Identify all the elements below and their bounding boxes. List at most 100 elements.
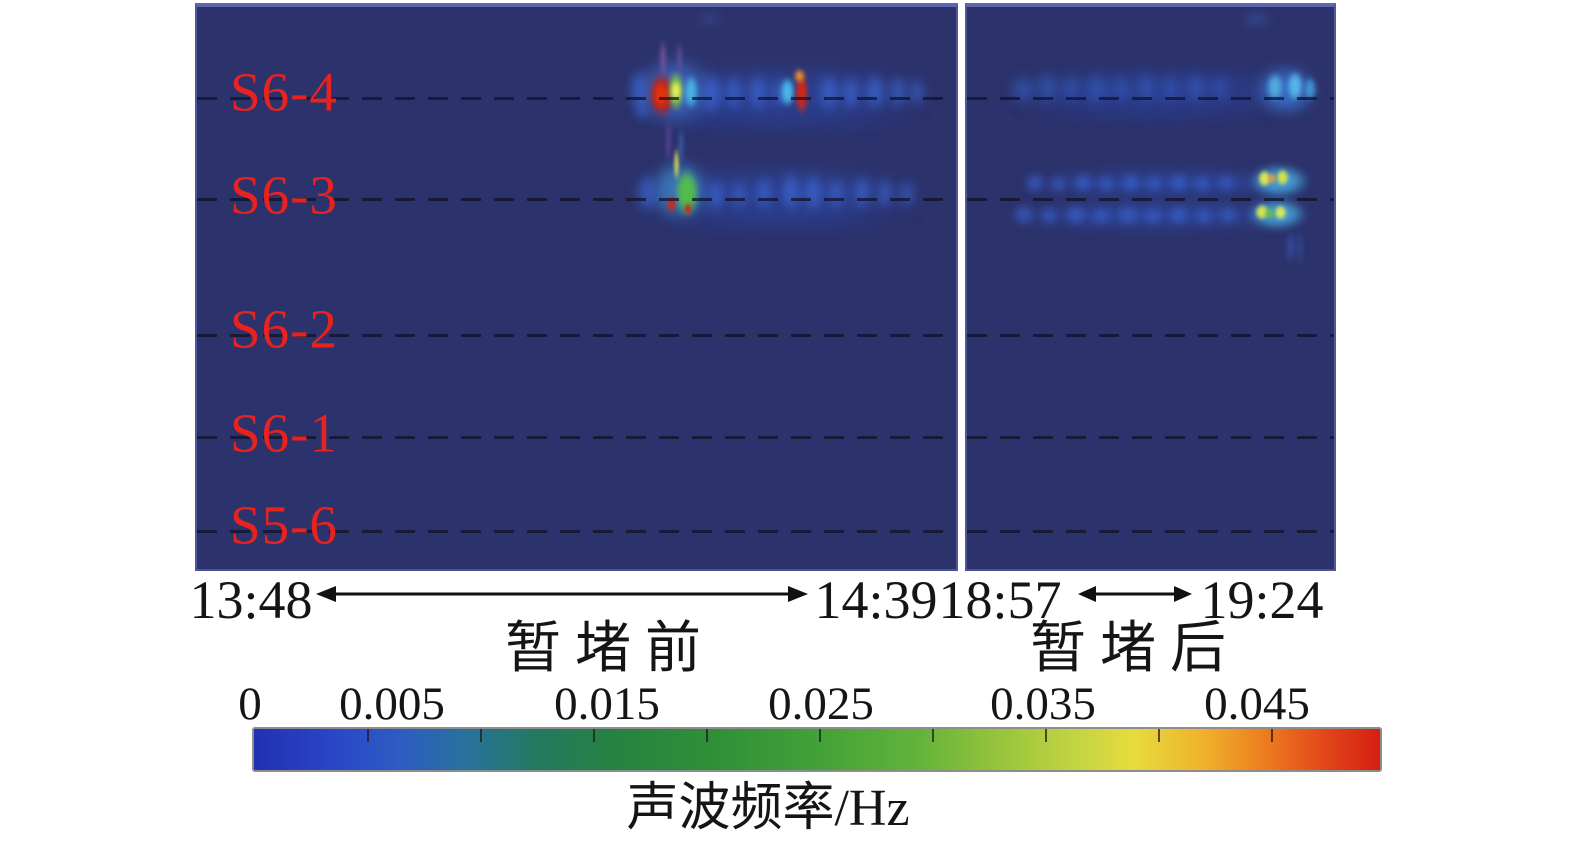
signal-blob [842,75,860,111]
signal-blob [707,177,725,213]
colorbar-minor-tick [593,729,595,742]
colorbar [252,727,1382,772]
signal-blob [1013,205,1035,225]
signal-blob [1117,205,1139,225]
signal-blob [1087,73,1107,105]
signal-blob [755,175,773,211]
signal-blob [668,71,684,111]
colorbar-minor-tick [1158,729,1160,742]
signal-blob [1049,175,1067,193]
signal-blob [1121,173,1141,193]
signal-blob [642,213,917,229]
signal-blob [1012,75,1034,105]
station-depth-dashed-line [197,334,956,337]
signal-blob [1169,205,1189,225]
signal-blob [634,97,650,121]
signal-blob [853,175,871,211]
signal-blob [627,67,927,122]
signal-blob [1276,169,1289,186]
signal-blob [677,41,682,75]
spectrogram-panel-after [965,3,1336,571]
time-span-arrow-after [1078,586,1192,602]
time-label-after-start: 18:57 [938,570,1062,630]
station-label-s6-2: S6-2 [230,298,338,360]
colorbar-minor-tick [706,729,708,742]
colorbar-minor-tick [932,729,934,742]
signal-blob [781,171,801,213]
time-label-before-start: 13:48 [189,570,313,630]
signal-blob [653,81,669,109]
signal-blob [630,69,648,109]
signal-blob [780,77,795,107]
signal-blob [1274,205,1287,220]
signal-blob [666,119,671,163]
signal-blob [684,75,698,109]
signal-blob [637,173,657,213]
station-depth-dashed-line [197,198,956,201]
signal-blob [1242,12,1272,26]
signal-blob [1065,205,1087,225]
signal-blob [1219,206,1237,224]
signal-blob [1255,204,1269,220]
station-depth-dashed-line [197,436,956,439]
signal-blob [731,179,747,211]
colorbar-minor-tick [1045,729,1047,742]
signal-blob [1193,175,1211,193]
signal-blob [1039,207,1059,225]
signal-blob [1169,173,1189,193]
signal-blob [749,73,767,113]
signal-blob [827,177,845,211]
time-label-before-end: 14:39 [814,570,938,630]
signal-blob [637,57,712,125]
signal-blob [1022,171,1312,195]
signal-blob [794,69,805,83]
signal-blob [1017,105,1277,119]
signal-blob [1007,69,1312,114]
signal-blob [1258,170,1271,187]
colorbar-minor-tick [367,729,369,742]
signal-blob [702,73,722,115]
station-depth-dashed-line [967,530,1334,533]
signal-blob [649,73,675,117]
station-depth-dashed-line [967,97,1334,100]
colorbar-minor-tick [480,729,482,742]
signal-blob [1248,199,1306,229]
station-label-s6-1: S6-1 [230,402,338,464]
signal-blob [1009,202,1309,228]
signal-blob [1255,65,1317,115]
signal-blob [637,113,927,129]
signal-blob [795,73,808,115]
signal-blob [1091,207,1111,225]
station-depth-dashed-line [197,530,956,533]
signal-blob [725,75,743,111]
colorbar-tick-label: 0.035 [990,678,1096,730]
colorbar-axis-label: 声波频率/Hz [626,780,910,837]
station-depth-dashed-line [967,436,1334,439]
time-label-after-end: 19:24 [1200,570,1324,630]
spectrogram-panel-before: S6-4 S6-3 S6-2 S6-1 S5-6 [195,3,958,571]
signal-blob [819,73,839,113]
signal-blob [889,75,907,109]
signal-blob [1217,174,1235,192]
station-depth-dashed-line [967,334,1334,337]
signal-blob [877,177,893,209]
signal-blob [803,173,823,213]
signal-blob [674,147,679,181]
colorbar-tick-label: 0.005 [339,678,445,730]
signal-blob [684,203,692,215]
signal-blob [1287,231,1294,263]
colorbar-tick-label: 0.045 [1204,678,1310,730]
signal-blob [660,39,666,77]
signal-blob [697,13,723,25]
signal-blob [634,167,919,223]
signal-blob [1073,173,1093,193]
signal-blob [649,159,709,221]
signal-blob [865,73,885,111]
signal-blob [1145,175,1163,193]
signal-blob [1265,208,1274,219]
colorbar-tick-label: 0 [238,678,262,730]
station-label-s6-3: S6-3 [230,164,338,226]
signal-blob [1195,207,1213,225]
colorbar-tick-label: 0.025 [768,678,874,730]
